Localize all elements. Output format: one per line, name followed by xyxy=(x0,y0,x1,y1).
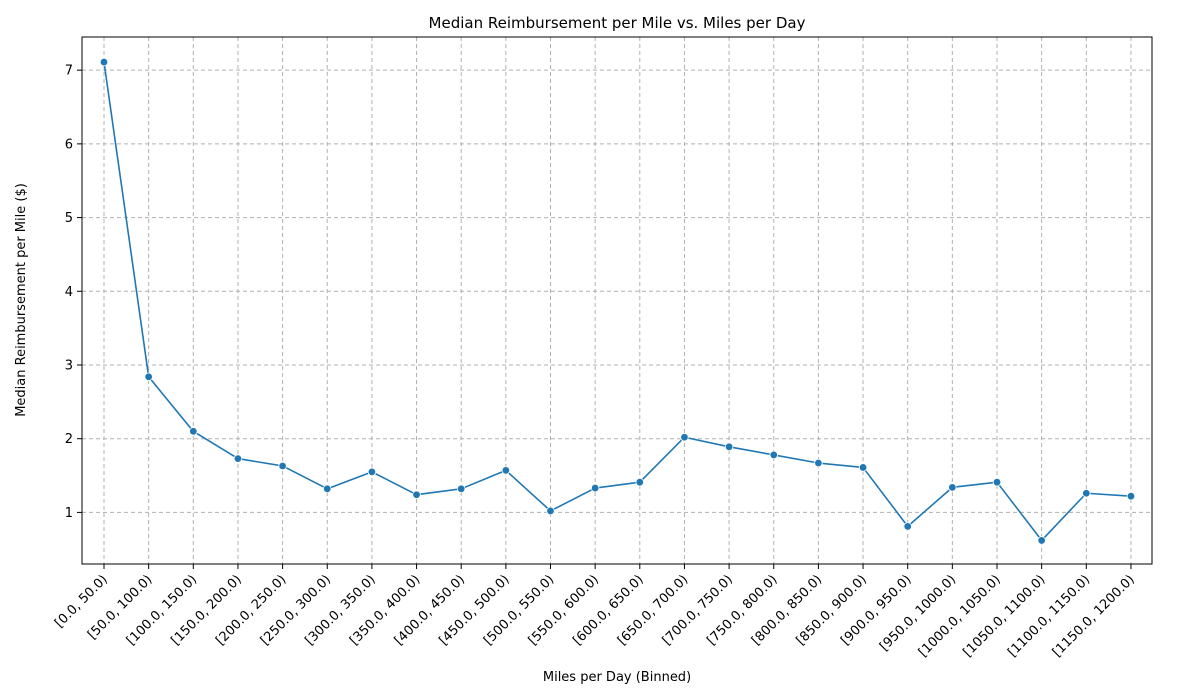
data-point xyxy=(99,57,109,67)
x-tick-label: [950.0, 1000.0) xyxy=(877,572,959,654)
data-point xyxy=(948,483,957,492)
data-point xyxy=(724,442,734,452)
data-point xyxy=(189,427,198,436)
chart-title: Median Reimbursement per Mile vs. Miles … xyxy=(429,14,806,32)
data-point xyxy=(1082,489,1091,498)
y-tick-label: 7 xyxy=(65,64,73,79)
data-point xyxy=(992,477,1002,487)
y-tick-label: 2 xyxy=(65,432,73,447)
y-tick-label: 6 xyxy=(65,137,73,152)
x-tick-label: [1000.0, 1050.0) xyxy=(916,572,1004,660)
data-point xyxy=(144,372,153,381)
series-line xyxy=(103,61,1132,542)
data-point xyxy=(814,458,823,468)
data-point xyxy=(635,477,644,487)
grid-layer xyxy=(82,37,1152,564)
data-point xyxy=(457,484,466,494)
y-axis-label: Median Reimbursement per Mile ($) xyxy=(14,183,29,417)
data-point xyxy=(412,490,421,499)
x-tick-label: [1100.0, 1150.0) xyxy=(1005,572,1093,660)
data-point xyxy=(323,484,332,494)
data-point xyxy=(546,506,555,516)
data-point xyxy=(858,463,868,472)
data-point xyxy=(903,522,912,531)
data-point xyxy=(769,450,778,460)
y-tick-label: 5 xyxy=(65,211,73,226)
data-point xyxy=(278,461,287,471)
data-point xyxy=(680,433,689,442)
plot-frame xyxy=(81,36,1153,565)
x-tick-label: [1050.0, 1100.0) xyxy=(961,572,1049,660)
data-point xyxy=(367,467,377,477)
data-point xyxy=(1037,536,1046,545)
data-point xyxy=(233,454,243,463)
x-tick-label: [1150.0, 1200.0) xyxy=(1050,572,1138,660)
y-tick-label: 1 xyxy=(65,506,73,521)
series-layer xyxy=(99,57,1136,545)
y-tick-label: 3 xyxy=(65,358,73,373)
data-point xyxy=(590,483,600,493)
x-axis-label: Miles per Day (Binned) xyxy=(543,670,691,685)
data-point xyxy=(1126,491,1136,501)
y-tick-label: 4 xyxy=(65,285,73,300)
data-point xyxy=(501,466,511,475)
